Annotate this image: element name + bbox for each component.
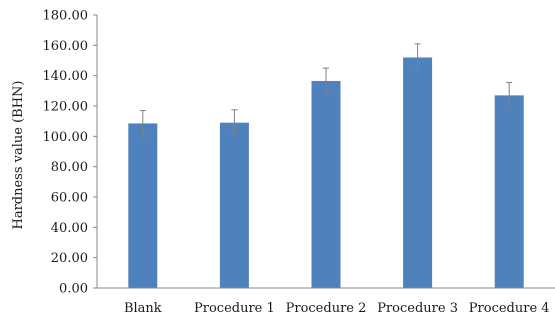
bars <box>128 57 524 288</box>
x-category-label: Procedure 2 <box>286 301 367 316</box>
x-axis: Blank Procedure 1 Procedure 2 Procedure 3 Pr… <box>124 301 550 316</box>
error-bar <box>506 81 513 109</box>
y-tick-label: 80.00 <box>51 160 88 175</box>
y-tick-label: 120.00 <box>43 100 89 115</box>
y-tick-label: 40.00 <box>51 221 88 236</box>
x-category-label: Blank <box>124 301 162 316</box>
y-tick-label: 100.00 <box>43 130 89 145</box>
y-axis: 0.00 20.00 40.00 60.00 80.00 100.00 120.00 140.… <box>43 9 97 297</box>
y-tick-label: 20.00 <box>51 251 88 266</box>
y-tick-label: 60.00 <box>51 191 88 206</box>
y-tick-label: 0.00 <box>59 282 88 297</box>
y-axis-title: Hardness value (BHN) <box>11 80 26 229</box>
y-tick-label: 140.00 <box>43 69 89 84</box>
x-category-label: Procedure 3 <box>377 301 458 316</box>
bar <box>494 95 524 288</box>
error-bars <box>139 43 513 137</box>
error-bar <box>231 109 238 137</box>
x-category-label: Procedure 4 <box>469 301 550 316</box>
bar <box>311 80 341 288</box>
y-tick-label: 180.00 <box>43 9 89 24</box>
error-bar <box>414 43 421 72</box>
error-bar <box>323 67 329 95</box>
bar <box>219 122 249 288</box>
x-category-label: Procedure 1 <box>194 301 275 316</box>
y-tick-label: 160.00 <box>43 39 89 54</box>
error-bar <box>139 110 146 137</box>
bar <box>403 57 433 288</box>
bar <box>128 123 158 288</box>
